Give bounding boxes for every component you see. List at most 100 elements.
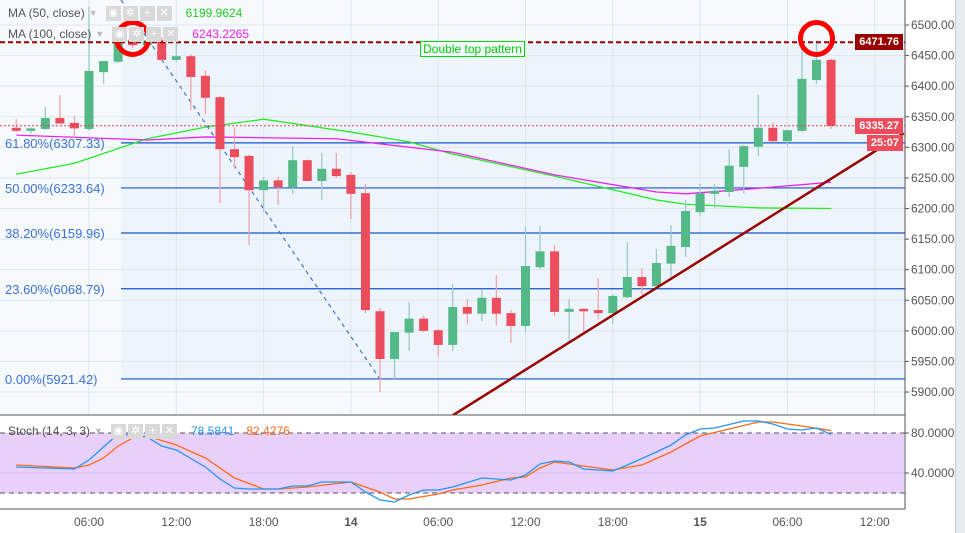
candle-body[interactable] <box>768 127 778 142</box>
gear-icon[interactable]: ✲ <box>129 26 145 42</box>
candle-body[interactable] <box>491 297 501 314</box>
time-tick-label: 12:00 <box>860 515 890 529</box>
price-axis-background <box>905 0 955 533</box>
candle-body[interactable] <box>404 318 414 333</box>
candle-body[interactable] <box>666 245 676 264</box>
fib-level-label: 38.20%(6159.96) <box>5 226 105 241</box>
chevron-down-icon[interactable]: ▼ <box>88 8 98 18</box>
time-tick-label: 14 <box>344 515 358 529</box>
stoch-legend[interactable]: Stoch (14, 3, 3) ▼ ◉ ✲ + ✕ 78.5841 82.42… <box>8 423 290 439</box>
candle-body[interactable] <box>113 39 123 62</box>
ma50-legend[interactable]: MA (50, close) ▼ ◉ ✲ + ✕ 6199.9624 <box>8 5 242 21</box>
price-tick-label: 6050.00 <box>911 293 955 307</box>
eye-icon[interactable]: ◉ <box>105 5 121 21</box>
candle-body[interactable] <box>637 277 647 287</box>
candle-body[interactable] <box>826 59 836 126</box>
price-tick-label: 6000.00 <box>911 324 955 338</box>
candle-body[interactable] <box>69 122 79 129</box>
time-tick-label: 18:00 <box>598 515 628 529</box>
eye-icon[interactable]: ◉ <box>110 423 126 439</box>
candle-body[interactable] <box>724 165 734 192</box>
candle-body[interactable] <box>26 128 36 131</box>
candle-body[interactable] <box>433 330 443 345</box>
candle-body[interactable] <box>564 308 574 312</box>
candle-body[interactable] <box>11 127 21 131</box>
plus-icon[interactable]: + <box>146 26 162 42</box>
candle-body[interactable] <box>244 155 254 191</box>
price-tick-label: 6350.00 <box>911 110 955 124</box>
candle-body[interactable] <box>171 56 181 60</box>
candle-body[interactable] <box>390 332 400 359</box>
candle-body[interactable] <box>84 70 94 129</box>
ma100-legend[interactable]: MA (100, close) ▼ ◉ ✲ + ✕ 6243.2265 <box>8 26 249 42</box>
gear-icon[interactable]: ✲ <box>127 423 143 439</box>
candle-body[interactable] <box>535 251 545 268</box>
candle-body[interactable] <box>259 180 269 191</box>
candle-body[interactable] <box>360 193 370 311</box>
close-icon[interactable]: ✕ <box>163 26 179 42</box>
close-icon[interactable]: ✕ <box>156 5 172 21</box>
candle-body[interactable] <box>608 295 618 314</box>
candle-body[interactable] <box>695 193 705 213</box>
candle-body[interactable] <box>215 97 225 150</box>
candle-body[interactable] <box>506 313 516 326</box>
candle-body[interactable] <box>550 251 560 312</box>
plus-icon[interactable]: + <box>144 423 160 439</box>
candle-body[interactable] <box>579 308 589 312</box>
eye-icon[interactable]: ◉ <box>112 26 128 42</box>
price-tick-label: 5900.00 <box>911 385 955 399</box>
price-tick-label: 6500.00 <box>911 18 955 32</box>
ma100-line <box>16 134 832 195</box>
candle-body[interactable] <box>200 75 210 98</box>
candle-body[interactable] <box>40 117 50 129</box>
stoch-tick-label: 80.0000 <box>911 426 955 440</box>
stoch-k-value: 78.5841 <box>190 424 235 438</box>
candle-body[interactable] <box>419 318 429 331</box>
candle-body[interactable] <box>593 310 603 314</box>
candle-body[interactable] <box>99 61 109 73</box>
candle-body[interactable] <box>782 130 792 142</box>
candle-body[interactable] <box>230 149 239 158</box>
candle-body[interactable] <box>346 174 356 194</box>
gear-icon[interactable]: ✲ <box>122 5 138 21</box>
candle-body[interactable] <box>681 210 691 248</box>
candle-body[interactable] <box>55 117 65 124</box>
candle-body[interactable] <box>710 190 720 194</box>
candle-body[interactable] <box>739 146 749 167</box>
ma50-label: MA (50, close) <box>8 6 85 20</box>
candle-body[interactable] <box>157 40 167 60</box>
candle-body[interactable] <box>331 168 341 177</box>
candle-body[interactable] <box>797 78 807 131</box>
chevron-down-icon[interactable]: ▼ <box>94 426 103 436</box>
last-price-badge: 6335.27 <box>855 118 903 134</box>
time-tick-label: 15 <box>693 515 707 529</box>
fib-level-label: 50.00%(6233.64) <box>5 181 105 196</box>
stoch-tick-label: 40.0000 <box>911 466 955 480</box>
candle-body[interactable] <box>317 168 327 181</box>
plus-icon[interactable]: + <box>139 5 155 21</box>
candle-body[interactable] <box>753 127 763 147</box>
chevron-down-icon[interactable]: ▼ <box>95 29 105 39</box>
candle-body[interactable] <box>477 297 487 314</box>
candle-body[interactable] <box>622 277 632 298</box>
time-tick-label: 12:00 <box>510 515 540 529</box>
candle-body[interactable] <box>273 180 283 188</box>
candle-body[interactable] <box>448 306 458 345</box>
price-tick-label: 5950.00 <box>911 354 955 368</box>
time-tick-label: 12:00 <box>161 515 191 529</box>
candle-body[interactable] <box>375 311 385 359</box>
candle-body[interactable] <box>521 266 530 326</box>
candle-body[interactable] <box>462 306 472 314</box>
candle-body[interactable] <box>812 59 821 81</box>
candle-body[interactable] <box>288 160 298 188</box>
close-icon[interactable]: ✕ <box>161 423 177 439</box>
candle-body[interactable] <box>302 160 312 181</box>
double-top-annotation[interactable]: Double top pattern <box>420 41 525 57</box>
double-top-circle[interactable] <box>798 19 835 57</box>
support-trendline[interactable] <box>452 132 905 417</box>
candle-body[interactable] <box>651 262 661 287</box>
right-toolbar-strip[interactable] <box>955 0 965 533</box>
fib-level-label: 0.00%(5921.42) <box>5 372 98 387</box>
candle-body[interactable] <box>186 56 196 77</box>
